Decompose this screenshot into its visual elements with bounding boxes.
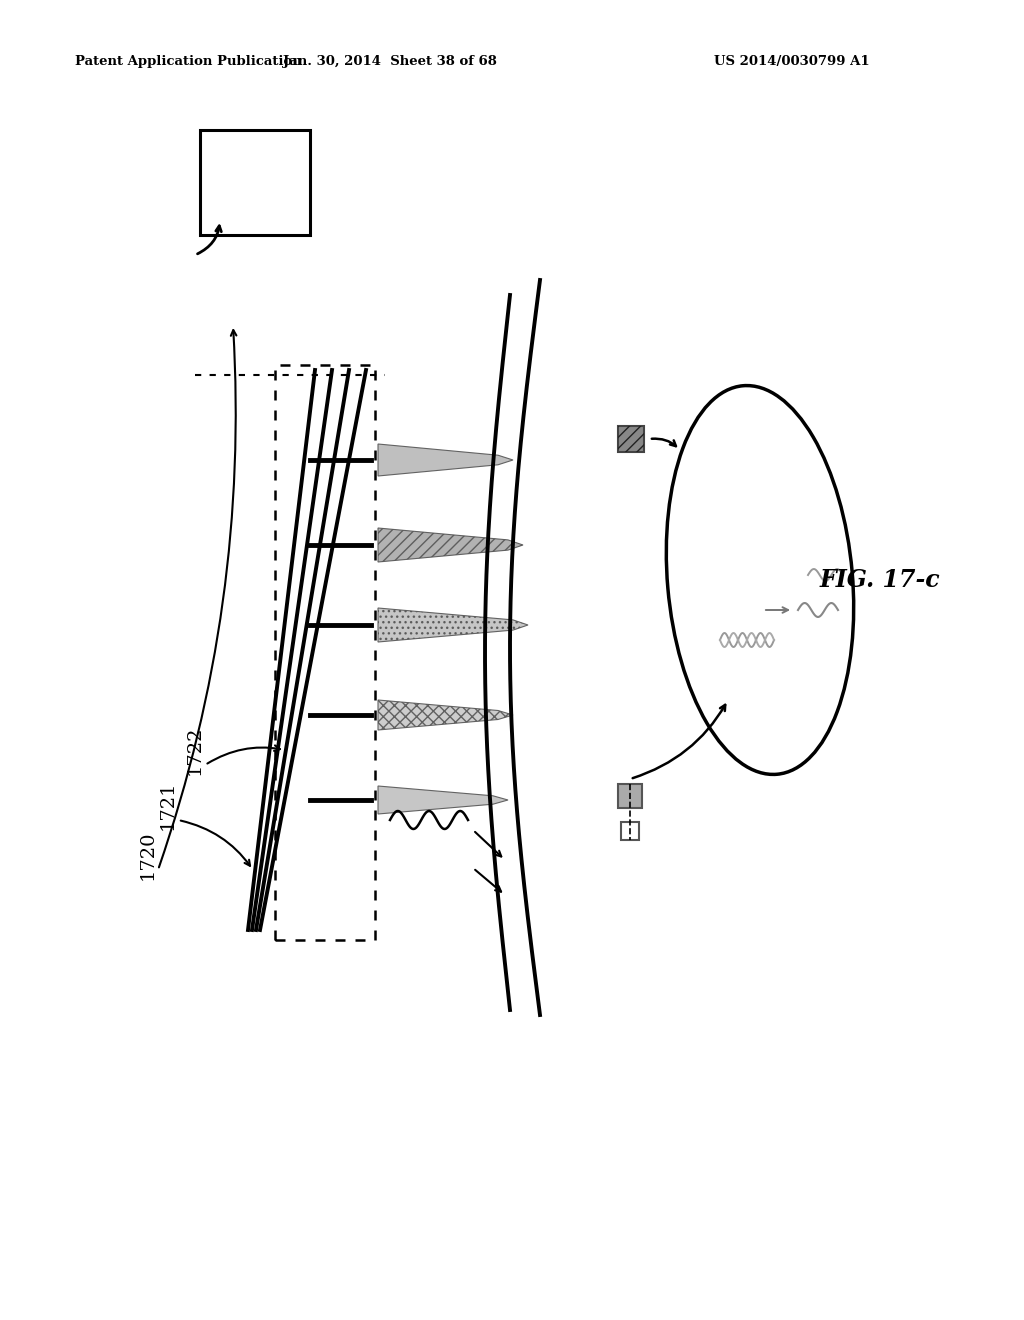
Polygon shape: [378, 609, 528, 642]
Text: 1720: 1720: [139, 830, 157, 880]
Polygon shape: [378, 700, 513, 730]
Polygon shape: [378, 444, 513, 477]
FancyBboxPatch shape: [200, 129, 310, 235]
Polygon shape: [378, 528, 523, 562]
Ellipse shape: [667, 385, 854, 775]
Text: US 2014/0030799 A1: US 2014/0030799 A1: [715, 55, 870, 69]
Text: Jan. 30, 2014  Sheet 38 of 68: Jan. 30, 2014 Sheet 38 of 68: [283, 55, 497, 69]
Text: FIG. 17-c: FIG. 17-c: [819, 568, 940, 591]
Text: 1722: 1722: [186, 726, 204, 775]
Text: Patent Application Publication: Patent Application Publication: [75, 55, 302, 69]
Text: 1721: 1721: [159, 780, 177, 830]
FancyBboxPatch shape: [618, 784, 642, 808]
Polygon shape: [378, 785, 508, 814]
FancyBboxPatch shape: [621, 822, 639, 840]
FancyBboxPatch shape: [618, 426, 644, 451]
